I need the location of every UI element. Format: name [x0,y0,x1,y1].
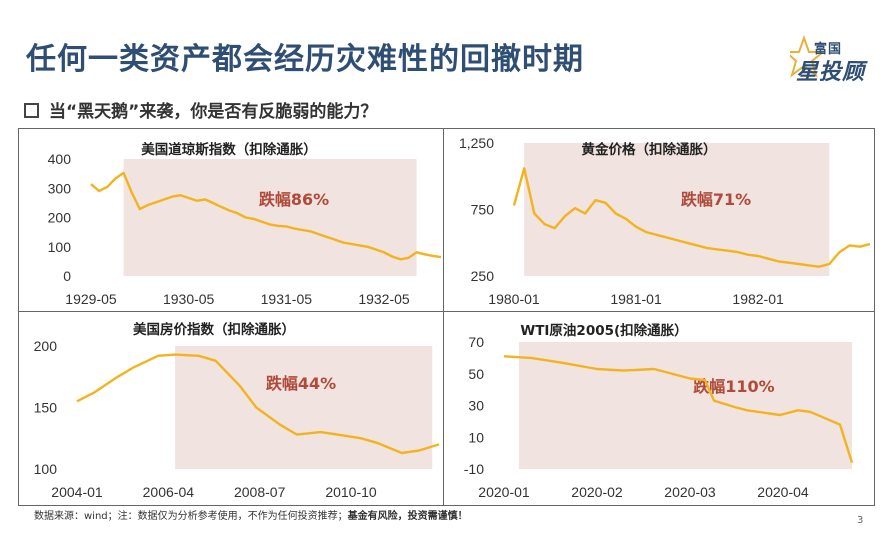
x-tick-label: 1982-01 [732,291,784,307]
y-tick-label: 200 [34,338,58,354]
series-line [76,353,440,455]
drawdown-shade [524,143,830,276]
x-tick-label: 1980-01 [488,291,540,307]
subtitle-text: 当“黑天鹅”来袭，你是否有反脆弱的能力？ [49,102,378,122]
x-tick-label: 1929-05 [65,291,117,307]
y-tick-label: 10 [468,429,484,445]
x-tick-label: 2020-01 [478,484,530,500]
drawdown-annotation: 跌幅44% [266,374,336,393]
y-tick-label: 750 [471,202,495,218]
chart-title: 美国房价指数（扣除通胀） [133,321,295,338]
chart-panel-wti-oil: WTI原油2005(扣除通胀） 跌幅110% 70 50 30 10 -10 2020-01 2… [443,311,875,506]
y-tick-label: 300 [48,180,72,196]
page-subtitle: 当“黑天鹅”来袭，你是否有反脆弱的能力？ [24,97,377,122]
series-line [90,171,442,261]
x-tick-label: 2020-02 [571,484,623,500]
drawdown-annotation: 跌幅71% [681,190,751,209]
y-tick-label: 250 [471,268,495,284]
x-tick-label: 1932-05 [358,291,410,307]
chart-panel-house-price: 美国房价指数（扣除通胀） 跌幅44% 200 150 100 2004-01 2006-04… [18,311,445,506]
y-tick-label: 150 [34,400,58,416]
y-tick-label: 70 [468,334,484,350]
y-tick-label: 30 [468,398,484,414]
house-price-chart: 美国房价指数（扣除通胀） 跌幅44% 200 150 100 2004-01 2006-04… [34,321,440,500]
x-tick-label: 1931-05 [261,291,313,307]
logo-bottom-text: 星投顾 [796,60,866,85]
drawdown-shade [519,342,852,469]
series-line [512,167,871,268]
y-tick-label: 400 [48,151,72,167]
brand-logo: 富国 星投顾 [790,34,872,92]
drawdown-shade [123,159,417,276]
drawdown-annotation: 跌幅86% [259,190,329,209]
x-tick-label: 1981-01 [610,291,662,307]
x-tick-label: 2020-04 [757,484,809,500]
star-logo-icon [790,35,826,78]
logo-top-text: 富国 [814,42,843,57]
x-tick-label: 2010-10 [325,484,377,500]
series-line [503,355,854,464]
gold-price-chart: 黄金价格（扣除通胀） 跌幅71% 1,250 750 250 1980-01 1981-01… [459,135,871,307]
chart-title: WTI原油2005(扣除通胀） [520,322,687,339]
wti-oil-chart: WTI原油2005(扣除通胀） 跌幅110% 70 50 30 10 -10 2020-01 2… [464,322,854,500]
chart-title: 美国道琼斯指数（扣除通胀） [141,141,317,158]
y-tick-label: 50 [468,366,484,382]
y-tick-label: 1,250 [459,135,494,151]
chart-panel-dow-jones: 美国道琼斯指数（扣除通胀） 跌幅86% 400 300 200 100 0 1929-05 19… [18,128,445,313]
y-tick-label: 200 [48,210,72,226]
y-tick-label: 100 [34,461,58,477]
footer-source: 数据来源：wind；注：数据仅为分析参考使用，不作为任何投资推荐； [34,511,348,522]
chart-panel-gold: 黄金价格（扣除通胀） 跌幅71% 1,250 750 250 1980-01 1981-01… [443,128,875,313]
y-tick-label: 0 [63,268,71,284]
y-tick-label: -10 [464,461,484,477]
footer-warning: 基金有风险，投资需谨慎！ [347,511,468,522]
page-number: 3 [857,515,864,526]
page-title: 任何一类资产都会经历灾难性的回撤时期 [26,42,584,77]
checkbox-bullet-icon [24,102,39,118]
x-tick-label: 2006-04 [143,484,195,500]
footer-note: 数据来源：wind；注：数据仅为分析参考使用，不作为任何投资推荐；基金有风险，投… [34,507,468,522]
dow-jones-chart: 美国道琼斯指数（扣除通胀） 跌幅86% 400 300 200 100 0 1929-05 19… [48,141,442,307]
x-tick-label: 2020-03 [664,484,716,500]
drawdown-annotation: 跌幅110% [693,377,774,396]
chart-title: 黄金价格（扣除通胀） [582,141,717,158]
x-tick-label: 2008-07 [234,484,286,500]
y-tick-label: 100 [48,239,72,255]
x-tick-label: 1930-05 [163,291,215,307]
x-tick-label: 2004-01 [51,484,103,500]
